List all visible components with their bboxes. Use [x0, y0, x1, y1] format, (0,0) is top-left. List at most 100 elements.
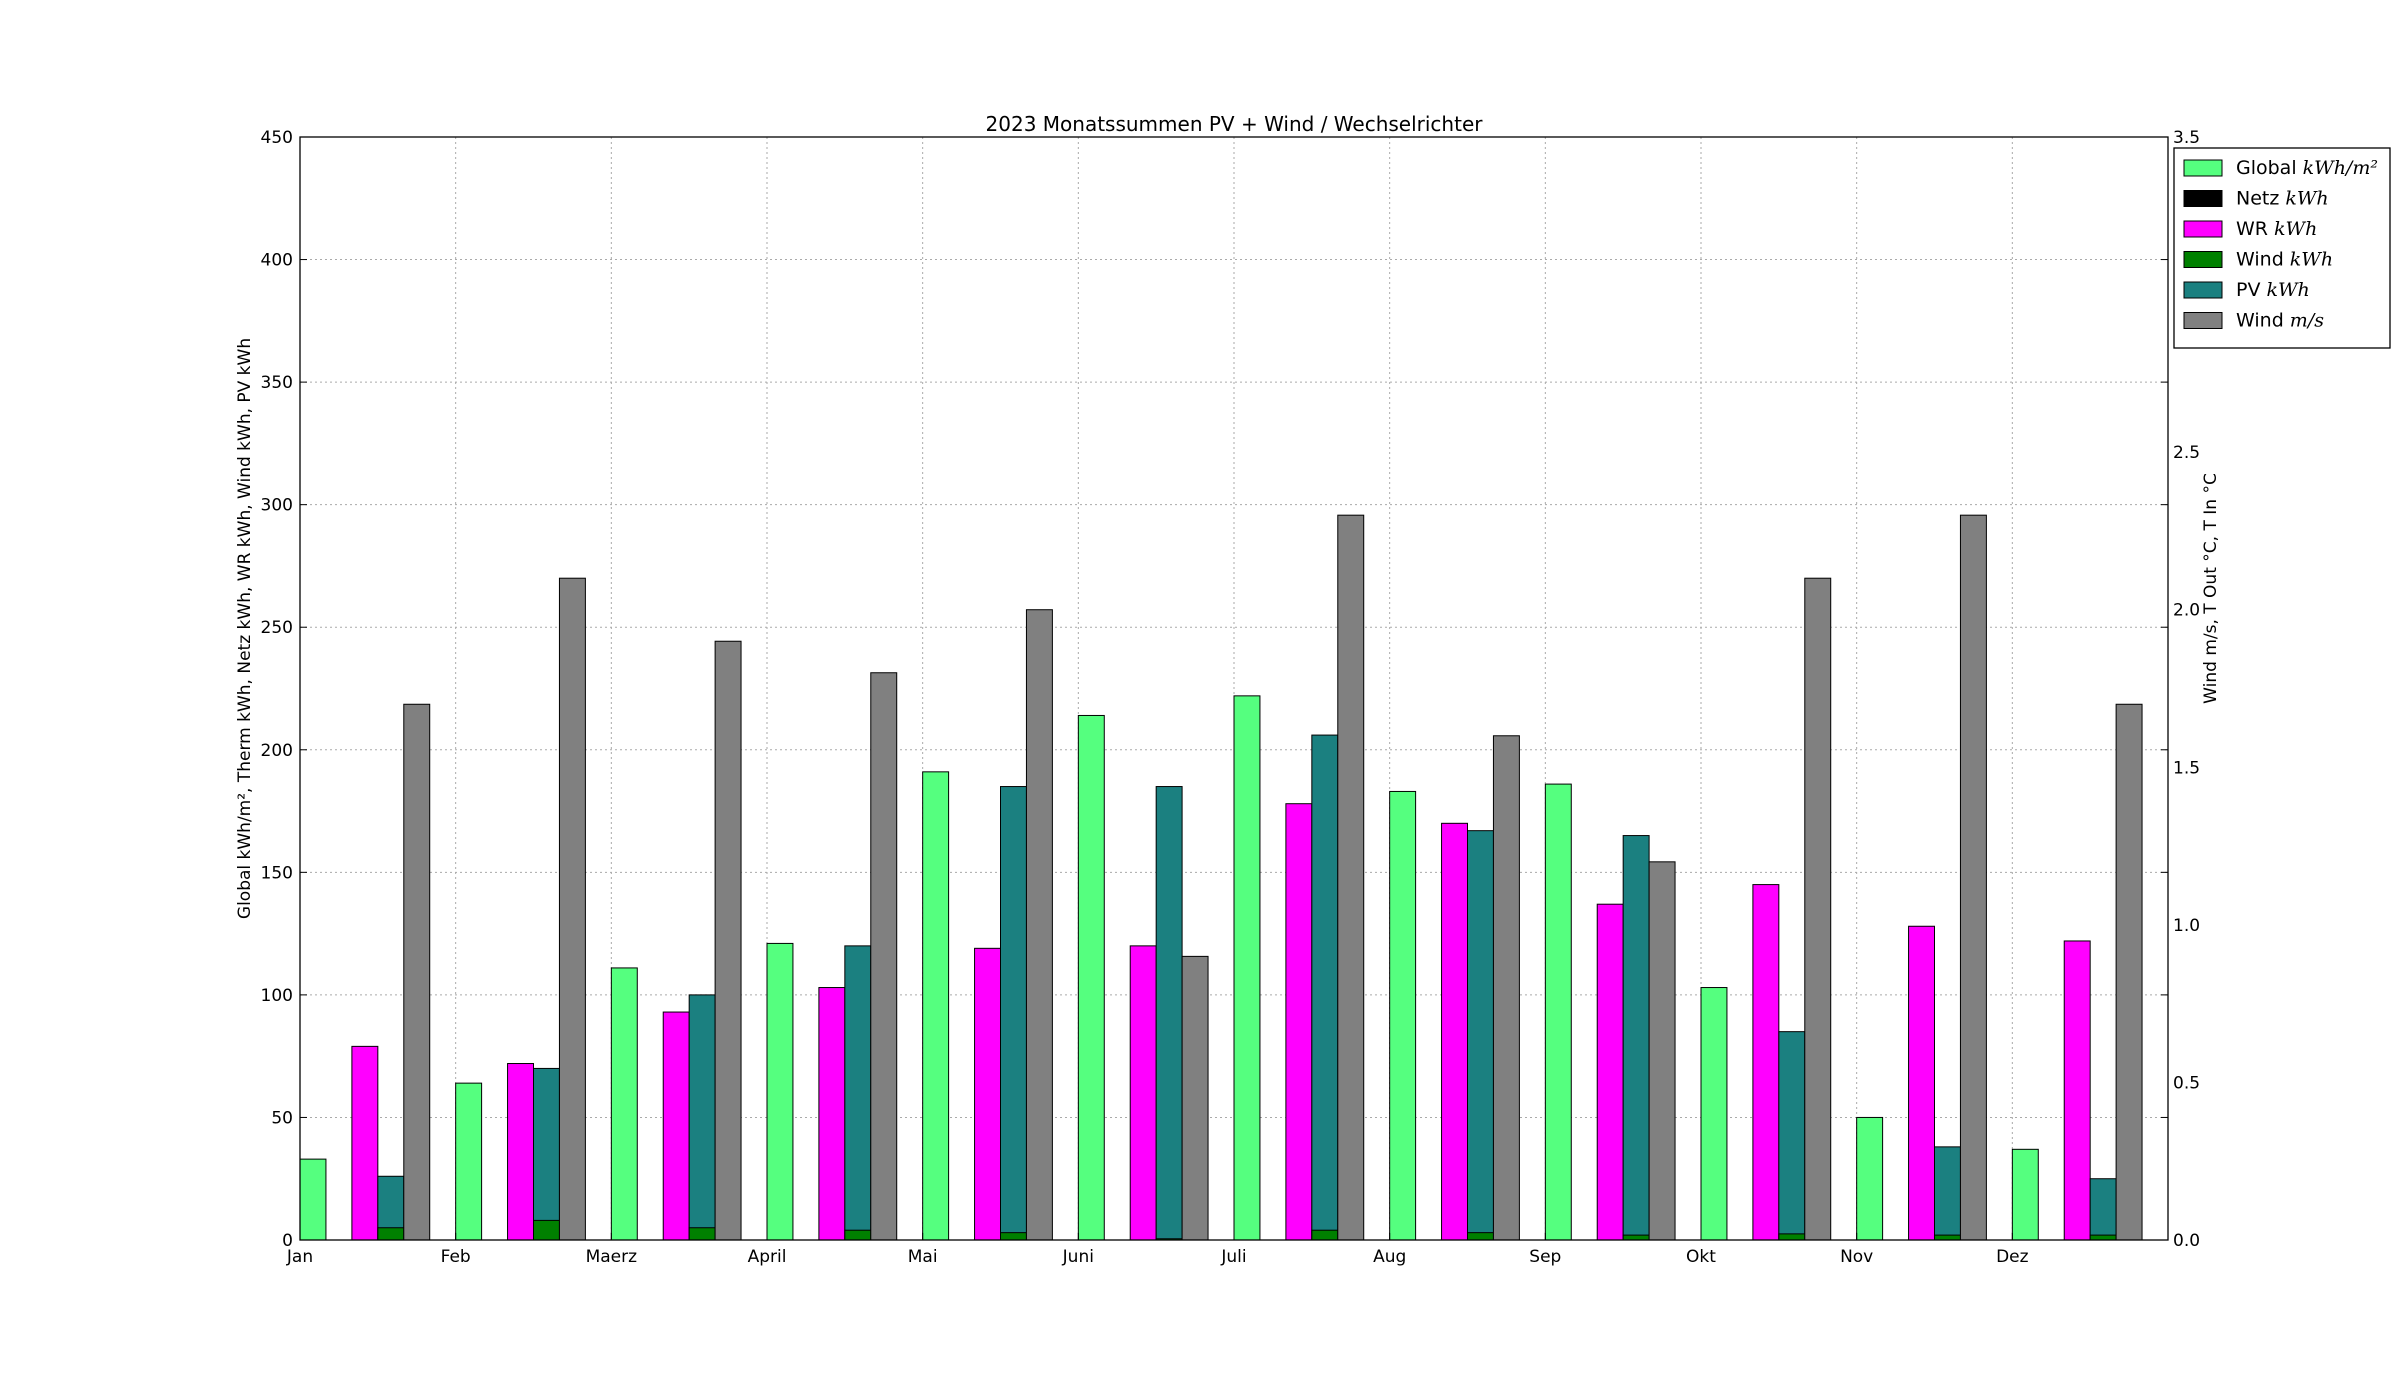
bar-wind-ms — [714, 640, 742, 1241]
legend-swatch — [2183, 281, 2223, 299]
legend-swatch — [2183, 159, 2223, 177]
bar-wr — [1129, 945, 1157, 1241]
right-axis-label: Wind m/s, T Out °C, T In °C — [2201, 473, 2221, 704]
chart-title: 2023 Monatssummen PV + Wind / Wechselric… — [986, 112, 1484, 136]
legend: Global kWh/m² Netz kWh WR kWh Wind kWh PV kW… — [2173, 147, 2391, 349]
bar-wr — [662, 1011, 690, 1241]
x-tick-label: Jan — [286, 1247, 313, 1267]
bar-wind-ms — [1804, 577, 1832, 1241]
bar-global — [1077, 714, 1105, 1241]
bar-pv — [2089, 1178, 2117, 1241]
x-tick-label: April — [748, 1247, 787, 1267]
right-tick-label: 2.0 — [2173, 601, 2200, 621]
bar-global — [455, 1082, 483, 1241]
bar-wind-kwh — [1467, 1232, 1494, 1241]
bar-global — [1856, 1116, 1884, 1241]
bar-wind-kwh — [377, 1227, 405, 1241]
x-tick-label: Nov — [1840, 1247, 1873, 1267]
right-tick-label: 3.5 — [2173, 128, 2200, 148]
bar-wr — [1908, 925, 1935, 1241]
bar-wind-kwh — [1311, 1229, 1339, 1241]
bar-pv — [1622, 835, 1650, 1241]
left-tick-label: 150 — [261, 863, 293, 883]
bar-wr — [974, 947, 1001, 1241]
bar-wind-ms — [1181, 955, 1209, 1241]
legend-swatch — [2183, 190, 2223, 207]
bar-global — [766, 942, 794, 1241]
bar-global — [610, 967, 638, 1241]
x-tick-label: Okt — [1686, 1247, 1716, 1267]
bar-wind-ms — [1648, 861, 1676, 1241]
x-tick-label: Juni — [1062, 1247, 1094, 1267]
legend-label: Global kWh/m² — [2236, 157, 2378, 179]
bar-wind-ms — [870, 672, 898, 1241]
bar-wind-kwh — [1622, 1234, 1650, 1241]
legend-label: Netz kWh — [2236, 188, 2329, 210]
bar-wr — [2063, 940, 2091, 1241]
bar-wind-ms — [1492, 735, 1520, 1241]
legend-label: Wind kWh — [2236, 249, 2333, 271]
bars — [299, 514, 2143, 1241]
x-tick-label: Dez — [1996, 1247, 2029, 1267]
right-tick-label: 0.5 — [2173, 1073, 2200, 1093]
right-tick-label: 1.5 — [2173, 758, 2200, 778]
x-tick-label: Aug — [1373, 1247, 1406, 1267]
bar-global — [1233, 695, 1261, 1241]
bar-global — [299, 1158, 327, 1241]
bar-wind-kwh — [844, 1229, 872, 1241]
bar-global — [1700, 987, 1728, 1241]
right-tick-label: 1.0 — [2173, 916, 2200, 936]
bar-wr — [1441, 822, 1468, 1241]
left-tick-label: 300 — [261, 496, 293, 516]
bar-wind-ms — [558, 577, 586, 1241]
bar-wr — [1285, 803, 1313, 1241]
bar-wr — [507, 1063, 534, 1241]
left-tick-label: 0 — [282, 1231, 293, 1251]
left-tick-label: 200 — [261, 741, 293, 761]
bar-wind-ms — [1959, 514, 1987, 1241]
left-axis: 0 50 100 150 200 250 300 350 400 450 — [261, 128, 2168, 1251]
bar-global — [2011, 1148, 2039, 1241]
bar-pv — [688, 994, 716, 1241]
right-tick-label: 0.0 — [2173, 1231, 2200, 1251]
bar-wind-kwh — [1000, 1232, 1027, 1241]
x-axis: Jan Feb Maerz April Mai Juni Juli Aug Sep Okt Nov D… — [286, 1233, 2029, 1267]
legend-label: Wind m/s — [2236, 310, 2324, 332]
left-tick-label: 400 — [261, 251, 293, 271]
bar-wind-ms — [1337, 514, 1365, 1241]
bar-wind-ms — [2115, 703, 2143, 1241]
bar-wind-kwh — [688, 1227, 716, 1241]
bar-wr — [1752, 884, 1780, 1241]
bar-pv — [1467, 830, 1494, 1241]
legend-swatch — [2183, 251, 2223, 268]
bar-wr — [818, 987, 846, 1241]
bar-global — [1544, 783, 1572, 1241]
bar-wind-ms — [403, 703, 431, 1241]
bar-wind-kwh — [1778, 1233, 1806, 1241]
bar-wind-kwh — [533, 1219, 560, 1241]
bar-pv — [1311, 734, 1339, 1241]
left-axis-label: Global kWh/m², Therm kWh, Netz kWh, WR k… — [235, 338, 255, 919]
bar-wr — [1596, 903, 1624, 1241]
left-tick-label: 450 — [261, 128, 293, 148]
left-tick-label: 350 — [261, 373, 293, 393]
x-tick-label: Feb — [441, 1247, 471, 1267]
left-tick-label: 250 — [261, 618, 293, 638]
legend-swatch — [2183, 312, 2223, 329]
x-tick-label: Maerz — [586, 1247, 638, 1267]
bar-pv — [1778, 1031, 1806, 1241]
x-tick-label: Juli — [1220, 1247, 1246, 1267]
left-tick-label: 50 — [271, 1108, 293, 1128]
bar-global — [1389, 790, 1417, 1241]
bar-pv — [1934, 1146, 1961, 1241]
legend-swatch — [2183, 220, 2223, 238]
left-tick-label: 100 — [261, 986, 293, 1006]
bar-wind-kwh — [2089, 1234, 2117, 1241]
bar-wr — [351, 1045, 379, 1241]
x-tick-label: Mai — [908, 1247, 938, 1267]
legend-label: WR kWh — [2236, 218, 2317, 240]
bar-pv — [533, 1067, 560, 1241]
bar-pv — [1155, 786, 1183, 1241]
bar-wind-ms — [1025, 609, 1053, 1241]
bar-global — [922, 771, 950, 1241]
